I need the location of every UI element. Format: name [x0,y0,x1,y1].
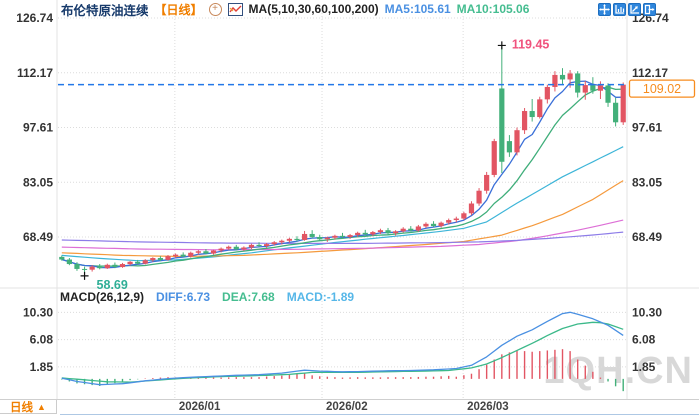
time-axis-bar: 日线 ▲ 2026/01 2026/02 2026/03 [0,399,699,414]
period-selector-label: 日线 [10,401,34,414]
diff-value-label: DIFF:6.73 [156,290,211,304]
chart-toolbar [598,3,656,16]
svg-text:1.85: 1.85 [632,360,656,374]
month-label: 2026/03 [467,401,509,413]
trend-cursor-icon[interactable] [628,3,641,16]
month-label: 2026/01 [178,401,221,413]
site-watermark: 1QH.CN [543,350,693,393]
svg-text:10.30: 10.30 [632,305,662,319]
chart-plot-area[interactable] [58,0,627,399]
crosshair-icon[interactable] [598,3,611,16]
chart-header: 布伦特原油连续 【日线】 + MA(5,10,30,60,100,200) MA5… [61,1,530,18]
bottom-divider [60,413,699,415]
macd-value-label: MACD:-1.89 [286,290,355,304]
macd-params-label: MACD(26,12,9) [60,290,145,304]
svg-text:97.61: 97.61 [632,121,662,135]
ma5-value-label: MA5:105.61 [384,2,451,16]
ma-lines [61,80,624,269]
svg-text:83.05: 83.05 [632,175,662,189]
svg-text:6.08: 6.08 [632,333,656,347]
axis-labels: 126.74 126.74 112.17 112.17 97.61 97.61 83.05 8… [16,11,669,374]
month-label: 2026/02 [326,401,368,413]
svg-text:1.85: 1.85 [30,360,54,374]
ma-params-label: MA(5,10,30,60,100,200) [248,2,379,16]
svg-text:68.49: 68.49 [23,230,53,244]
candlestick-series [59,45,626,274]
current-price-label: 109.02 [628,79,696,98]
svg-text:10.30: 10.30 [23,305,53,319]
svg-text:119.45: 119.45 [512,37,550,51]
svg-text:58.69: 58.69 [97,278,128,292]
svg-text:6.08: 6.08 [30,333,54,347]
add-indicator-icon[interactable]: + [208,2,222,16]
svg-text:83.05: 83.05 [23,175,53,189]
instrument-title: 布伦特原油连续 [61,3,149,18]
svg-text:126.74: 126.74 [16,11,53,25]
svg-text:68.49: 68.49 [632,230,662,244]
exit-icon[interactable] [643,3,656,16]
period-tag: 【日线】 [154,2,203,17]
period-selector-button[interactable]: 日线 ▲ [0,400,57,414]
svg-text:126.74: 126.74 [632,11,669,25]
svg-text:112.17: 112.17 [632,66,668,80]
annotations: 119.45 58.69 [80,37,550,292]
indicator-panel-icon[interactable] [613,3,626,16]
ma10-value-label: MA10:105.06 [456,2,530,16]
macd-lines [61,311,624,386]
chevron-up-icon: ▲ [37,401,46,412]
indicator-settings-icon[interactable] [227,2,243,16]
svg-text:109.02: 109.02 [643,82,681,96]
macd-header: MACD(26,12,9) DIFF:6.73 DEA:7.68 MACD:-1… [60,290,355,304]
dea-value-label: DEA:7.68 [222,290,275,304]
svg-text:97.61: 97.61 [23,121,53,135]
svg-text:112.17: 112.17 [17,66,53,80]
